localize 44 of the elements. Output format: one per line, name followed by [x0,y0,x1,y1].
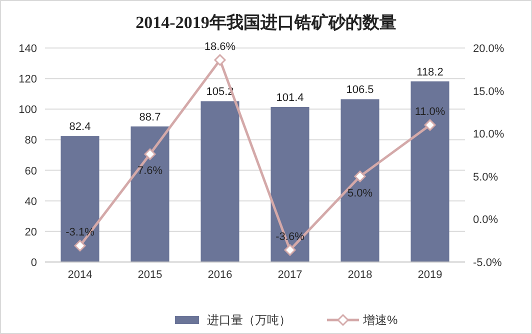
bar [340,99,380,262]
x-tick-label: 2017 [278,269,302,281]
y2-tick-label: 0.0% [473,214,498,226]
bar [60,136,100,262]
y2-tick-label: 10.0% [473,128,504,141]
bar [200,101,240,262]
y-tick-label: 0 [30,257,37,269]
x-tick-label: 2016 [208,269,232,281]
x-tick-label: 2014 [68,269,92,281]
data-label: 5.0% [347,187,373,200]
x-tick-label: 2019 [418,269,442,281]
y-tick-label: 60 [24,165,37,178]
point [424,119,436,131]
y-tick-label: 80 [24,134,37,147]
point [144,148,156,160]
point [214,54,226,66]
point [354,170,366,182]
data-label: 18.6% [204,40,236,53]
bar [410,81,450,262]
bar [130,126,170,262]
point [284,244,296,256]
y2-tick-label: 15.0% [473,86,504,98]
chart-title: 2014-2019年我国进口锆矿砂的数量 [136,13,396,32]
x-tick-label: 2018 [348,269,372,281]
data-label: 88.7 [139,111,161,124]
data-label: 118.2 [416,66,444,78]
data-label: 7.6% [137,165,163,178]
x-tick-label: 2015 [138,269,162,281]
point [74,240,86,252]
y-tick-label: 100 [18,104,37,116]
y2-tick-label: -5.0% [473,257,502,269]
data-label: 11.0% [414,106,446,118]
y-tick-label: 120 [18,74,37,86]
legend-label: 增速% [362,313,398,327]
y-tick-label: 140 [18,43,37,55]
y-tick-label: 40 [24,196,37,208]
bar [270,107,310,262]
data-label: 106.5 [346,84,374,96]
y2-tick-label: 5.0% [473,171,498,184]
data-label: 101.4 [276,92,304,104]
y2-tick-label: 20.0% [473,43,504,55]
legend-label: 进口量（万吨） [207,313,291,327]
data-label: 82.4 [69,121,91,134]
y-tick-label: 20 [24,226,37,238]
